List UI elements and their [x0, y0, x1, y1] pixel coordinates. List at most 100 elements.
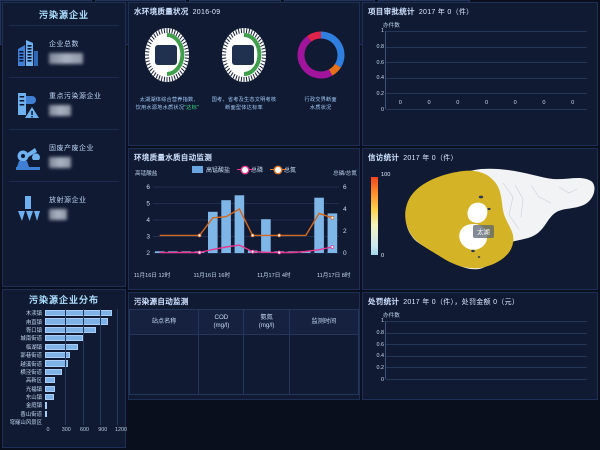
- bar-track: [45, 410, 121, 417]
- distribution-bar-row[interactable]: 金庭镇: [5, 401, 121, 409]
- gauge-caption: 行政交界断面 水质状况: [304, 97, 337, 111]
- legend-dot-icon: [236, 166, 253, 173]
- monitor-bar: [234, 195, 245, 254]
- monitor-line: [159, 208, 333, 237]
- bar-track: [45, 385, 121, 392]
- distribution-bar-row[interactable]: 临湖镇: [5, 343, 121, 351]
- y-tick-label: 0.8: [376, 329, 385, 336]
- gauge-caption: 太湖湖体综合营养指数, 饮用水源地水质状况"达标": [135, 97, 199, 111]
- monitor-bar: [221, 200, 231, 253]
- bar-value-label: 0: [571, 100, 575, 106]
- approval-chart: 办件数 0 0.2 0.4 0.6 0.8 1 0 0 0 0 0 0 0: [369, 21, 591, 113]
- gauge-graphic: [221, 28, 266, 82]
- svg-text:6: 6: [343, 184, 347, 191]
- scale-min-label: 0: [381, 253, 385, 259]
- monitor-bar: [314, 197, 324, 253]
- bar-track: [45, 360, 121, 367]
- grid-line: 1: [381, 318, 587, 324]
- legend-permanganate[interactable]: 高锰酸盐: [191, 165, 230, 174]
- grid-line: [99, 309, 101, 426]
- approval-title: 项目审批统计 2017 年 0（件）: [368, 7, 474, 16]
- bar-value-label: 0: [398, 100, 402, 106]
- sidebar-item-value: [49, 209, 67, 220]
- bar-track: [45, 368, 121, 376]
- bar-fill: [45, 310, 113, 317]
- distribution-bar-row[interactable]: 横泾街道: [5, 368, 121, 376]
- svg-text:2: 2: [343, 228, 347, 235]
- table-column-header[interactable]: 氨氮 (mg/l): [243, 309, 290, 335]
- distribution-bar-row[interactable]: 穹窿山风景区: [5, 418, 121, 426]
- map-color-scale: [371, 177, 378, 255]
- sidebar-item-radiation-enterprises[interactable]: 放射源企业: [9, 181, 119, 233]
- bar-fill: [45, 318, 109, 325]
- table-column-header[interactable]: 监测时间: [288, 309, 360, 335]
- distribution-bar-row[interactable]: 高新区: [5, 376, 121, 384]
- distribution-bar-row[interactable]: 郭巷街道: [5, 351, 121, 359]
- legend-label: 总磷: [250, 168, 263, 174]
- sidebar-item-total-enterprises[interactable]: 企业总数: [9, 25, 119, 77]
- petition-subtitle: 2017 年 0（件）: [403, 155, 458, 162]
- distribution-bar-row[interactable]: 甪直镇: [5, 317, 121, 326]
- bar-fill: [45, 335, 83, 342]
- bar-track: [45, 318, 121, 325]
- petition-title: 信访统计 2017 年 0（件）: [368, 153, 458, 162]
- bar-category-label: 穹窿山风景区: [9, 420, 42, 427]
- sidebar-item-key-pollution-enterprises[interactable]: 重点污染源企业: [9, 77, 119, 129]
- distribution-bar-row[interactable]: 香山街道: [5, 410, 121, 418]
- y-tick-label: 0.4: [376, 353, 385, 360]
- x-tick-label: 1200: [115, 427, 127, 434]
- distribution-bar-row[interactable]: 木渎镇: [5, 309, 121, 317]
- legend-swatch-icon: [191, 166, 203, 173]
- grid-line: [117, 309, 118, 426]
- approval-ylabel: 办件数: [383, 23, 400, 29]
- bar-value-label: 0: [456, 100, 460, 106]
- x-tick-label: 11月17日 4时: [257, 273, 291, 279]
- bar-category-label: 香山街道: [20, 411, 42, 418]
- source-table-title: 污染源自动监测: [134, 297, 189, 306]
- bar-category-label: 金庭镇: [25, 403, 42, 410]
- auto-monitor-x-axis: 11月16日 12时 11月16日 16时 11月17日 4时 11月17日 8时: [129, 271, 359, 281]
- bar-fill: [45, 352, 71, 359]
- y-tick-label: 0.8: [376, 43, 385, 50]
- bar-value-label: 0: [513, 100, 517, 106]
- auto-monitor-title: 环境质量水质自动监测: [134, 153, 212, 162]
- y-tick-label: 0.2: [376, 91, 385, 98]
- gauge-section-standard[interactable]: 国考、省考及生态文明考核 断面型体达标率: [208, 23, 280, 112]
- table-column-header[interactable]: COD (mg/l): [198, 309, 245, 335]
- distribution-bar-row[interactable]: 东山镇: [5, 393, 121, 401]
- legend-total-phosphorus[interactable]: 总磷: [236, 165, 263, 174]
- table-column-header[interactable]: 站点名称: [128, 309, 200, 335]
- radiation-icon: [13, 191, 43, 225]
- auto-monitor-plot: 2 3 4 5 6 0 2 4 6 高锰酸盐 总磷/总氮 11月16日 12时 11月16日 16时 11…: [129, 171, 359, 281]
- bar-fill: [45, 360, 68, 367]
- legend-label: 高锰酸盐: [205, 168, 230, 174]
- penalty-title: 处罚统计 2017 年 0（件），处罚金额 0（元）: [368, 297, 520, 306]
- legend-total-nitrogen[interactable]: 总氮: [270, 165, 297, 174]
- svg-text:6: 6: [146, 184, 150, 191]
- bar-track: [45, 326, 121, 334]
- distribution-bar-row[interactable]: 城南街道: [5, 334, 121, 342]
- distribution-bar-row[interactable]: 越溪街道: [5, 359, 121, 368]
- distribution-bar-row[interactable]: 光福镇: [5, 385, 121, 393]
- gauge-boundary-section[interactable]: 行政交界断面 水质状况: [285, 23, 357, 112]
- bar-category-label: 木渎镇: [25, 311, 42, 318]
- pollution-source-monitor-panel: 污染源自动监测 站点名称 COD (mg/l) 氨氮 (mg/l) 监测时间: [128, 292, 360, 400]
- auto-monitor-legend: 高锰酸盐 总磷 总氮: [129, 165, 359, 174]
- gauge-taihu-nutrient[interactable]: 太湖湖体综合营养指数, 饮用水源地水质状况"达标": [131, 23, 203, 112]
- penalty-plot-area: 0 0.2 0.4 0.6 0.8 1: [377, 318, 587, 383]
- x-tick-label: 600: [80, 427, 89, 434]
- donut-segment: [320, 31, 345, 68]
- x-tick-label: 900: [98, 427, 108, 434]
- donut-segment: [328, 63, 341, 76]
- sidebar-item-solid-waste-enterprises[interactable]: 固废产废企业: [9, 129, 119, 181]
- svg-text:5: 5: [146, 201, 150, 208]
- petition-map[interactable]: 100 0 太湖: [363, 163, 597, 275]
- legend-label: 总氮: [284, 168, 297, 174]
- table-empty-row: [128, 334, 360, 395]
- factory-alert-icon: [13, 87, 43, 121]
- penalty-chart: 办件数 0 0.2 0.4 0.6 0.8 1: [369, 311, 591, 383]
- donut-segment: [306, 31, 321, 42]
- bar-track: [45, 352, 121, 359]
- distribution-bar-row[interactable]: 胥口镇: [5, 326, 121, 334]
- water-quality-period: 2016-09: [192, 9, 221, 16]
